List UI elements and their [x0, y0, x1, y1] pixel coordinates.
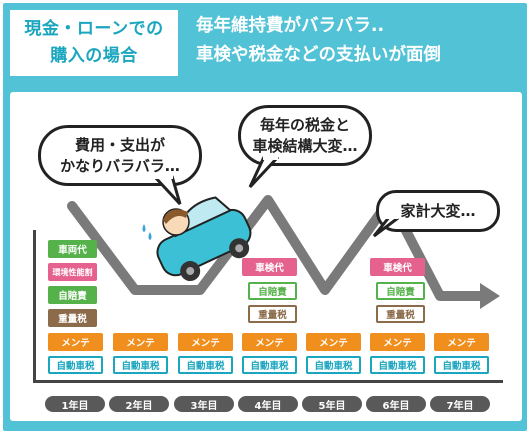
y-axis-line	[33, 230, 36, 382]
year-label-5: 5年目	[302, 396, 362, 412]
driver-icon	[142, 208, 190, 240]
cost-liability-y1: 自賠責	[48, 286, 97, 304]
cost-maintenance-y3: メンテ	[178, 333, 233, 351]
bubble1-line2: かなりバラバラ…	[60, 156, 180, 175]
year-label-1: 1年目	[45, 396, 105, 412]
bubble2-line1: 毎年の税金と	[259, 115, 350, 134]
x-axis-line	[33, 380, 503, 383]
header-subtitle-line1: 毎年維持費がバラバラ..	[196, 16, 385, 36]
cost-maintenance-y5: メンテ	[306, 333, 361, 351]
speech-bubble-2: 毎年の税金と 車検結構大変…	[238, 105, 372, 166]
cost-maintenance-y7: メンテ	[434, 333, 489, 351]
cost-maintenance-y2: メンテ	[113, 333, 168, 351]
cost-autotax-y4: 自動車税	[242, 356, 297, 374]
header-title-line2: 購入の場合	[50, 46, 138, 66]
cost-autotax-y7: 自動車税	[434, 356, 489, 374]
cost-weight-y1: 重量税	[48, 309, 97, 327]
cost-inspection-y4: 車検代	[242, 258, 297, 276]
speech-bubble-1: 費用・支出が かなりバラバラ…	[38, 125, 202, 186]
bubble1-tail	[152, 174, 182, 206]
speech-bubble-3: 家計大変…	[376, 190, 500, 232]
cost-liability-y6: 自賠責	[376, 282, 425, 300]
cost-inspection-y6: 車検代	[370, 258, 425, 276]
cost-weight-y4: 重量税	[248, 305, 297, 323]
cost-autotax-y1: 自動車税	[48, 356, 103, 374]
cost-maintenance-y1: メンテ	[48, 333, 103, 351]
bubble3-line1: 家計大変…	[400, 201, 476, 220]
year-label-7: 7年目	[430, 396, 490, 412]
cost-autotax-y6: 自動車税	[370, 356, 425, 374]
bubble2-tail	[248, 155, 280, 189]
road-arrow-icon	[480, 283, 500, 309]
year-label-4: 4年目	[238, 396, 298, 412]
car-icon	[156, 196, 252, 282]
cost-autotax-y3: 自動車税	[178, 356, 233, 374]
bubble1-line1: 費用・支出が	[74, 135, 165, 154]
bubble3-tail	[372, 214, 399, 238]
header-title-box: 現金・ローンでの 購入の場合	[10, 10, 178, 76]
header-subtitle: 毎年維持費がバラバラ.. 車検や税金などの支払いが面倒	[196, 12, 521, 78]
cost-vehicle-y1: 車両代	[48, 240, 97, 258]
cost-autotax-y5: 自動車税	[306, 356, 361, 374]
header-title-line1: 現金・ローンでの	[24, 19, 164, 39]
year-label-2: 2年目	[109, 396, 169, 412]
year-label-6: 6年目	[366, 396, 426, 412]
cost-weight-y6: 重量税	[376, 305, 425, 323]
cost-maintenance-y6: メンテ	[370, 333, 425, 351]
year-label-3: 3年目	[174, 396, 234, 412]
sweat-drop-icon	[148, 232, 152, 240]
header-subtitle-line2: 車検や税金などの支払いが面倒	[196, 45, 441, 65]
bubble2-line2: 車検結構大変…	[252, 136, 358, 155]
cost-autotax-y2: 自動車税	[113, 356, 168, 374]
cost-liability-y4: 自賠責	[248, 282, 297, 300]
cost-maintenance-y4: メンテ	[242, 333, 297, 351]
cost-eco-y1: 環境性能割	[48, 263, 97, 281]
